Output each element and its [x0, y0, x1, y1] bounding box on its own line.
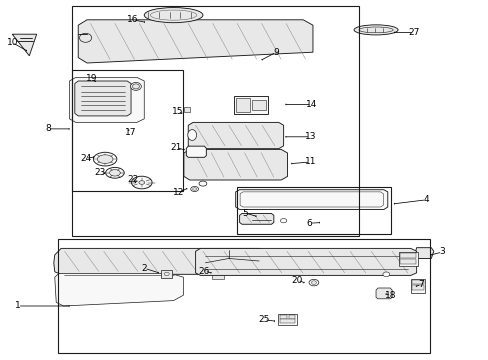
Bar	[237, 187, 390, 234]
Text: 5: 5	[242, 208, 248, 217]
Ellipse shape	[150, 10, 196, 20]
Text: 22: 22	[127, 175, 139, 184]
Polygon shape	[78, 20, 312, 63]
Bar	[277, 314, 297, 325]
Bar	[398, 252, 417, 266]
Text: 14: 14	[305, 100, 317, 109]
Bar	[279, 315, 286, 319]
Polygon shape	[69, 77, 144, 122]
Bar	[72, 70, 183, 191]
Ellipse shape	[132, 84, 139, 89]
Bar	[58, 239, 429, 353]
Text: 24: 24	[80, 154, 91, 163]
Bar	[183, 107, 189, 112]
Text: 19: 19	[86, 74, 98, 83]
Bar	[288, 315, 295, 319]
Text: 1: 1	[15, 301, 20, 310]
Ellipse shape	[190, 186, 198, 192]
Text: 27: 27	[407, 28, 419, 37]
Bar	[411, 280, 423, 284]
Polygon shape	[375, 288, 391, 299]
Polygon shape	[239, 213, 273, 224]
Bar	[72, 6, 359, 236]
Bar	[212, 273, 224, 279]
Ellipse shape	[139, 181, 144, 184]
Ellipse shape	[353, 25, 397, 35]
Ellipse shape	[358, 27, 392, 33]
Ellipse shape	[144, 8, 203, 23]
Text: 21: 21	[170, 143, 182, 152]
Text: 18: 18	[385, 291, 396, 300]
Polygon shape	[183, 149, 287, 180]
Ellipse shape	[105, 167, 124, 178]
Bar	[233, 96, 267, 114]
Text: 10: 10	[6, 38, 18, 47]
Bar	[236, 98, 249, 112]
Bar	[161, 270, 172, 278]
Text: 20: 20	[291, 276, 303, 284]
Text: 9: 9	[273, 48, 279, 57]
Polygon shape	[12, 34, 37, 56]
Ellipse shape	[211, 268, 219, 273]
Ellipse shape	[280, 219, 286, 223]
Bar	[410, 279, 425, 293]
Ellipse shape	[308, 279, 318, 286]
Text: 11: 11	[304, 157, 316, 166]
Polygon shape	[54, 248, 268, 274]
Bar	[400, 259, 415, 264]
Bar	[279, 319, 295, 323]
Ellipse shape	[109, 170, 120, 176]
Polygon shape	[414, 248, 433, 258]
Text: 8: 8	[45, 124, 51, 133]
Bar	[400, 253, 415, 258]
Ellipse shape	[130, 82, 141, 90]
Ellipse shape	[192, 188, 196, 190]
Polygon shape	[75, 81, 131, 116]
Polygon shape	[186, 146, 206, 157]
Text: 25: 25	[258, 315, 269, 324]
Text: 13: 13	[304, 132, 316, 141]
Bar	[251, 100, 265, 110]
Ellipse shape	[199, 181, 206, 186]
Ellipse shape	[382, 272, 389, 277]
Polygon shape	[195, 248, 416, 275]
Ellipse shape	[131, 176, 152, 189]
Ellipse shape	[311, 281, 316, 284]
Polygon shape	[188, 122, 283, 149]
Ellipse shape	[93, 152, 117, 166]
Text: 15: 15	[171, 107, 183, 116]
Ellipse shape	[97, 155, 113, 163]
Text: 17: 17	[125, 128, 137, 137]
Text: 12: 12	[172, 188, 184, 197]
Text: 16: 16	[127, 15, 139, 24]
Text: 3: 3	[439, 248, 445, 256]
Text: 6: 6	[306, 219, 312, 228]
Text: 26: 26	[198, 266, 210, 276]
Text: 4: 4	[423, 195, 428, 204]
Polygon shape	[235, 190, 387, 210]
Text: 23: 23	[94, 168, 106, 177]
Text: 2: 2	[141, 264, 147, 273]
Polygon shape	[55, 274, 183, 306]
Ellipse shape	[187, 130, 196, 140]
Bar	[411, 285, 423, 290]
Text: 7: 7	[418, 280, 424, 289]
